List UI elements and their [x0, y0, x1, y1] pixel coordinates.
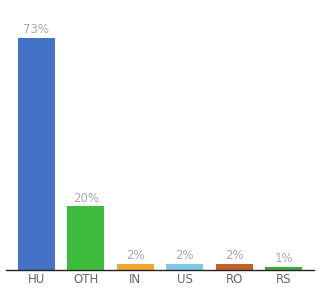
Bar [216, 264, 253, 270]
Text: 73%: 73% [23, 23, 49, 36]
Text: 2%: 2% [175, 249, 194, 262]
Bar [166, 264, 203, 270]
Bar [265, 267, 302, 270]
Text: 2%: 2% [126, 249, 145, 262]
Text: 20%: 20% [73, 192, 99, 205]
Bar [18, 38, 55, 270]
Bar [67, 206, 104, 270]
Bar [117, 264, 154, 270]
Text: 2%: 2% [225, 249, 244, 262]
Text: 1%: 1% [275, 252, 293, 265]
